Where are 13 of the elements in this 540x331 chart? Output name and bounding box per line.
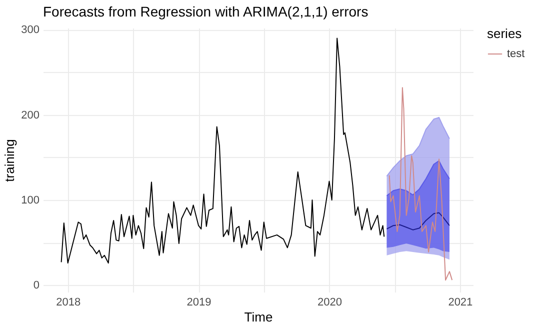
- y-tick-label: 0: [33, 280, 40, 292]
- y-tick-label: 100: [21, 194, 40, 207]
- x-tick-label: 2018: [56, 296, 81, 308]
- y-axis-title: training: [2, 139, 18, 182]
- chart-title: Forecasts from Regression with ARIMA(2,1,1) errors: [43, 4, 368, 20]
- legend-label: test: [507, 48, 525, 60]
- y-tick-label: 200: [21, 109, 40, 122]
- x-axis-title: Time: [244, 310, 273, 324]
- y-tick-label: 300: [21, 24, 40, 36]
- legend-title: series: [487, 26, 522, 41]
- x-tick-label: 2021: [448, 296, 473, 308]
- x-tick-label: 2019: [186, 296, 212, 308]
- x-tick-label: 2020: [317, 296, 342, 308]
